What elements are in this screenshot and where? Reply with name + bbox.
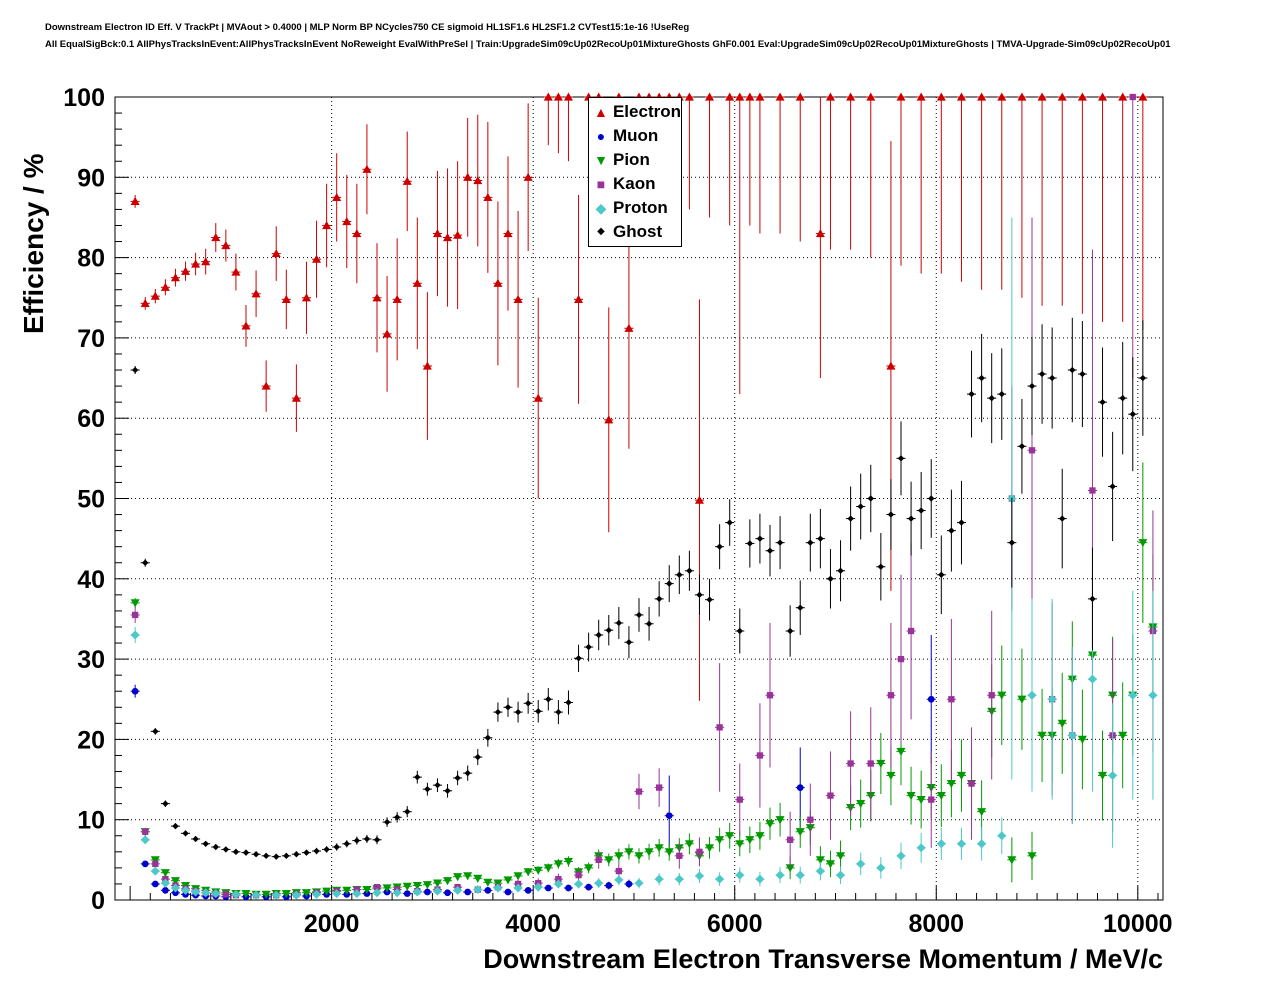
series-electron <box>130 92 1148 701</box>
plot-title-line2: All EqualSigBck:0.1 AllPhysTracksInEvent… <box>45 39 1171 50</box>
legend-label-ghost: Ghost <box>613 222 663 241</box>
series-proton <box>130 217 1158 900</box>
pion-marker-icon: ▼ <box>594 152 608 168</box>
legend-label-electron: Electron <box>612 102 681 121</box>
muon-marker-icon: ● <box>596 128 606 144</box>
electron-marker-icon: ▲ <box>594 104 608 120</box>
x-tick-label: 4000 <box>505 910 561 938</box>
series-muon <box>130 635 936 901</box>
y-tick-label: 60 <box>77 405 105 433</box>
legend-item-pion: ▼ Pion <box>589 148 681 172</box>
legend-item-proton: ◆ Proton <box>589 196 681 220</box>
proton-marker-icon: ◆ <box>595 200 607 216</box>
y-tick-label: 100 <box>63 84 105 112</box>
x-axis-title: Downstream Electron Transverse Momentum … <box>483 944 1163 974</box>
y-tick-label: 20 <box>77 726 105 754</box>
y-tick-label: 40 <box>77 566 105 594</box>
series-ghost <box>130 317 1148 860</box>
legend-label-proton: Proton <box>613 198 668 217</box>
x-tick-label: 2000 <box>304 910 360 938</box>
legend-label-kaon: Kaon <box>613 174 656 193</box>
y-tick-label: 30 <box>77 646 105 674</box>
y-tick-label: 80 <box>77 245 105 273</box>
legend-label-muon: Muon <box>613 126 659 145</box>
ghost-marker-icon: ◆ <box>597 226 605 237</box>
y-tick-label: 0 <box>91 887 105 915</box>
y-tick-label: 70 <box>77 325 105 353</box>
legend-item-ghost: ◆ Ghost <box>589 220 681 244</box>
legend-item-electron: ▲ Electron <box>589 100 681 124</box>
kaon-marker-icon: ■ <box>596 176 606 192</box>
plot-title-line1: Downstream Electron ID Eff. V TrackPt | … <box>45 22 690 33</box>
y-tick-label: 50 <box>77 486 105 514</box>
axes: 0 10 20 30 40 50 60 70 80 90 100 2000 4000 6000 8000 10… <box>63 84 1172 938</box>
y-axis-title: Efficiency / % <box>18 153 49 334</box>
y-tick-label: 90 <box>77 164 105 192</box>
x-tick-label: 10000 <box>1103 910 1173 938</box>
x-tick-label: 6000 <box>707 910 763 938</box>
y-tick-label: 10 <box>77 807 105 835</box>
legend-item-muon: ● Muon <box>589 124 681 148</box>
legend: ▲ Electron ● Muon ▼ Pion ■ Kaon ◆ Proton ◆ Ghost <box>588 97 682 247</box>
legend-label-pion: Pion <box>613 150 650 169</box>
legend-item-kaon: ■ Kaon <box>589 172 681 196</box>
x-tick-label: 8000 <box>908 910 964 938</box>
